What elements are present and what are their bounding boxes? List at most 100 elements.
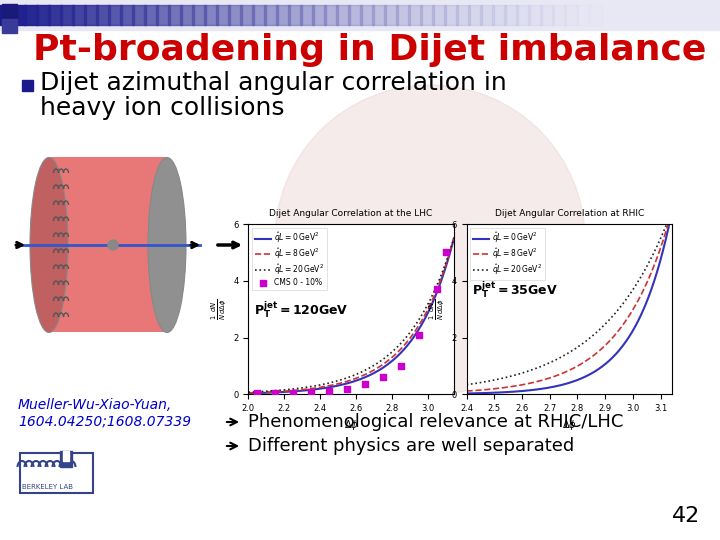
$\hat{q}L=20\,\mathrm{GeV}^2$ bbox=[431, 287, 439, 294]
$\hat{q}L=8\,\mathrm{GeV}^2$ bbox=[649, 265, 657, 272]
Y-axis label: $\frac{1}{N}\frac{dN}{d\Delta\phi}$: $\frac{1}{N}\frac{dN}{d\Delta\phi}$ bbox=[209, 298, 228, 320]
X-axis label: $\Delta\phi$: $\Delta\phi$ bbox=[562, 418, 577, 433]
Bar bbox=[396, 5, 410, 25]
$\hat{q}L=20\,\mathrm{GeV}^2$ bbox=[462, 381, 471, 388]
$\hat{q}L=8\,\mathrm{GeV}^2$ bbox=[366, 369, 375, 375]
$\hat{q}L=0\,\mathrm{GeV}^2$ bbox=[463, 390, 472, 397]
Bar bbox=[63, 451, 69, 461]
Bar bbox=[72, 5, 86, 25]
Bar bbox=[636, 5, 650, 25]
Bar bbox=[588, 5, 602, 25]
$\hat{q}L=0\,\mathrm{GeV}^2$ bbox=[366, 372, 375, 378]
Text: heavy ion collisions: heavy ion collisions bbox=[40, 96, 284, 120]
FancyBboxPatch shape bbox=[49, 157, 168, 332]
Bar bbox=[276, 5, 290, 25]
Bar bbox=[540, 5, 554, 25]
Bar bbox=[156, 5, 170, 25]
Bar bbox=[708, 5, 720, 25]
Bar bbox=[384, 5, 398, 25]
$\hat{q}L=8\,\mathrm{GeV}^2$ bbox=[585, 356, 593, 362]
Bar bbox=[60, 451, 72, 467]
Bar bbox=[108, 5, 122, 25]
Bar bbox=[36, 5, 50, 25]
$\hat{q}L=0\,\mathrm{GeV}^2$ bbox=[431, 295, 439, 301]
Bar bbox=[2, 19, 17, 33]
$\hat{q}L=8\,\mathrm{GeV}^2$ bbox=[449, 235, 458, 241]
$\hat{q}L=8\,\mathrm{GeV}^2$ bbox=[463, 388, 472, 394]
Bar bbox=[132, 5, 146, 25]
Text: BERKELEY LAB: BERKELEY LAB bbox=[22, 484, 73, 490]
$\hat{q}L=20\,\mathrm{GeV}^2$ bbox=[370, 362, 379, 368]
Bar bbox=[180, 5, 194, 25]
Bar bbox=[372, 5, 386, 25]
$\hat{q}L=20\,\mathrm{GeV}^2$ bbox=[366, 364, 374, 371]
CMS 0 - 10% bbox=[413, 330, 425, 339]
$\hat{q}L=8\,\mathrm{GeV}^2$ bbox=[636, 294, 644, 300]
$\hat{q}L=20\,\mathrm{GeV}^2$ bbox=[463, 381, 472, 388]
Bar bbox=[288, 5, 302, 25]
$\hat{q}L=0\,\mathrm{GeV}^2$ bbox=[588, 370, 597, 376]
Bar bbox=[516, 5, 530, 25]
Bar bbox=[480, 5, 494, 25]
$\hat{q}L=20\,\mathrm{GeV}^2$ bbox=[366, 364, 375, 370]
CMS 0 - 10% bbox=[341, 385, 353, 394]
Bar bbox=[168, 5, 182, 25]
Bar bbox=[456, 5, 470, 25]
Text: Pt-broadening in Dijet imbalance: Pt-broadening in Dijet imbalance bbox=[33, 33, 707, 67]
Circle shape bbox=[275, 85, 585, 395]
Text: $\mathbf{P_T^{jet}=120GeV}$: $\mathbf{P_T^{jet}=120GeV}$ bbox=[253, 299, 348, 320]
Bar bbox=[0, 0, 720, 30]
Bar bbox=[600, 5, 614, 25]
Line: $\hat{q}L=0\,\mathrm{GeV}^2$: $\hat{q}L=0\,\mathrm{GeV}^2$ bbox=[467, 210, 672, 394]
Line: $\hat{q}L=20\,\mathrm{GeV}^2$: $\hat{q}L=20\,\mathrm{GeV}^2$ bbox=[467, 210, 672, 384]
CMS 0 - 10% bbox=[251, 389, 263, 397]
Bar bbox=[492, 5, 506, 25]
$\hat{q}L=8\,\mathrm{GeV}^2$ bbox=[244, 390, 253, 396]
Bar bbox=[324, 5, 338, 25]
$\hat{q}L=20\,\mathrm{GeV}^2$ bbox=[244, 389, 253, 395]
$\hat{q}L=20\,\mathrm{GeV}^2$ bbox=[584, 336, 593, 342]
Bar bbox=[0, 5, 14, 25]
Bar bbox=[84, 5, 98, 25]
$\hat{q}L=20\,\mathrm{GeV}^2$ bbox=[418, 312, 426, 319]
Bar bbox=[612, 5, 626, 25]
$\hat{q}L=20\,\mathrm{GeV}^2$ bbox=[588, 333, 597, 339]
Bar bbox=[204, 5, 218, 25]
Bar bbox=[96, 5, 110, 25]
Text: Phenomenological relevance at RHIC/LHC: Phenomenological relevance at RHIC/LHC bbox=[248, 413, 624, 431]
Bar bbox=[20, 453, 93, 493]
CMS 0 - 10% bbox=[269, 389, 281, 397]
$\hat{q}L=8\,\mathrm{GeV}^2$ bbox=[588, 353, 597, 360]
$\hat{q}L=20\,\mathrm{GeV}^2$ bbox=[636, 275, 644, 282]
Bar bbox=[240, 5, 254, 25]
$\hat{q}L=0\,\mathrm{GeV}^2$ bbox=[585, 372, 593, 378]
Bar bbox=[672, 5, 686, 25]
Circle shape bbox=[108, 240, 118, 250]
$\hat{q}L=0\,\mathrm{GeV}^2$ bbox=[418, 321, 426, 328]
Legend: $\hat{q}L=0\,\mathrm{GeV}^2$, $\hat{q}L=8\,\mathrm{GeV}^2$, $\hat{q}L=20\,\mathr: $\hat{q}L=0\,\mathrm{GeV}^2$, $\hat{q}L=… bbox=[252, 228, 327, 290]
$\hat{q}L=20\,\mathrm{GeV}^2$ bbox=[649, 252, 657, 258]
$\hat{q}L=0\,\mathrm{GeV}^2$ bbox=[370, 370, 379, 376]
Title: Dijet Angular Correlation at RHIC: Dijet Angular Correlation at RHIC bbox=[495, 209, 644, 218]
Bar bbox=[216, 5, 230, 25]
Bar bbox=[22, 80, 33, 91]
CMS 0 - 10% bbox=[305, 388, 317, 396]
$\hat{q}L=20\,\mathrm{GeV}^2$ bbox=[585, 335, 593, 342]
Bar bbox=[420, 5, 434, 25]
$\hat{q}L=8\,\mathrm{GeV}^2$ bbox=[245, 390, 253, 396]
Line: $\hat{q}L=8\,\mathrm{GeV}^2$: $\hat{q}L=8\,\mathrm{GeV}^2$ bbox=[467, 210, 672, 391]
Bar bbox=[552, 5, 566, 25]
Bar bbox=[576, 5, 590, 25]
$\hat{q}L=8\,\mathrm{GeV}^2$ bbox=[668, 207, 677, 213]
$\hat{q}L=8\,\mathrm{GeV}^2$ bbox=[418, 318, 426, 324]
Bar bbox=[528, 5, 542, 25]
Bar bbox=[2, 4, 17, 18]
$\hat{q}L=0\,\mathrm{GeV}^2$ bbox=[244, 390, 253, 396]
$\hat{q}L=0\,\mathrm{GeV}^2$ bbox=[366, 372, 374, 379]
Text: Mueller-Wu-Xiao-Yuan,
1604.04250;1608.07339: Mueller-Wu-Xiao-Yuan, 1604.04250;1608.07… bbox=[18, 398, 191, 428]
Line: $\hat{q}L=20\,\mathrm{GeV}^2$: $\hat{q}L=20\,\mathrm{GeV}^2$ bbox=[248, 238, 454, 392]
Bar bbox=[348, 5, 362, 25]
Bar bbox=[564, 5, 578, 25]
Bar bbox=[660, 5, 674, 25]
CMS 0 - 10% bbox=[287, 388, 300, 397]
